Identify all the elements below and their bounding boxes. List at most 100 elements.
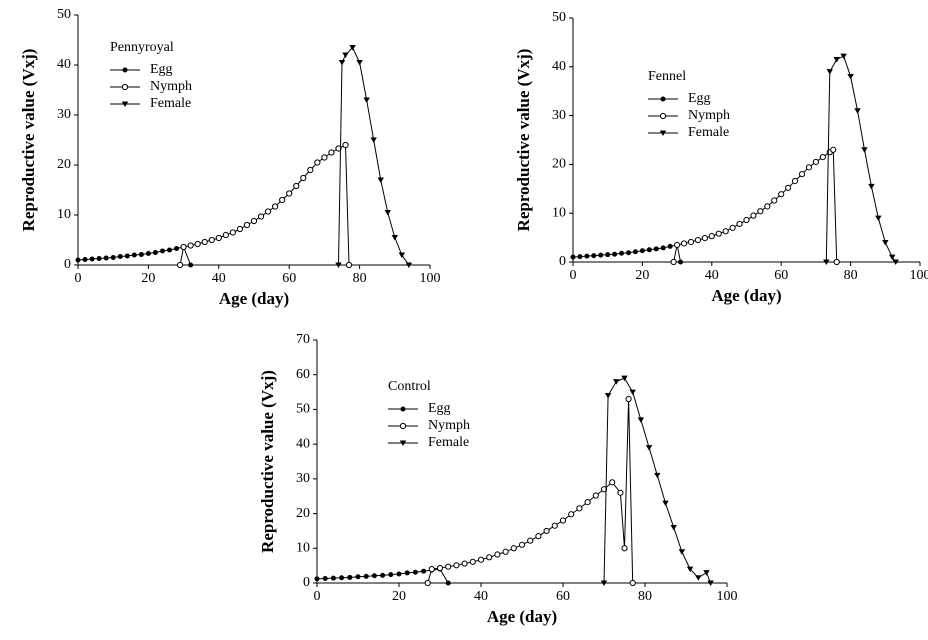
marker	[678, 549, 686, 555]
marker	[355, 574, 361, 580]
marker	[349, 45, 356, 51]
x-axis-label: Age (day)	[711, 286, 781, 305]
marker	[138, 252, 144, 257]
marker	[371, 573, 377, 579]
chart-panel: 0 10 20 30 40 50 60 70 0 20 40 60 80 100 Age (day) Repr…	[258, 332, 738, 626]
marker	[477, 556, 485, 563]
marker	[662, 500, 669, 507]
marker	[117, 254, 123, 259]
y-axis-label: Reproductive value (Vxj)	[19, 49, 38, 232]
marker	[222, 231, 229, 239]
marker	[778, 191, 785, 198]
marker	[314, 159, 321, 166]
y-tick-label: 30	[57, 107, 71, 122]
marker	[670, 524, 677, 531]
marker	[625, 395, 632, 403]
marker	[729, 224, 736, 231]
marker	[82, 257, 88, 262]
x-tick-label: 0	[314, 589, 321, 604]
marker	[264, 208, 272, 215]
marker	[377, 177, 384, 183]
marker	[868, 183, 875, 190]
marker	[322, 575, 328, 581]
marker	[215, 234, 222, 242]
marker	[405, 262, 413, 268]
marker	[103, 255, 109, 261]
marker	[680, 240, 688, 247]
marker	[391, 235, 398, 241]
marker	[639, 248, 645, 254]
marker	[96, 256, 102, 261]
marker	[250, 217, 258, 225]
x-tick-label: 0	[570, 268, 577, 283]
marker	[543, 527, 550, 535]
x-tick-label: 100	[717, 589, 738, 604]
x-tick-label: 60	[774, 268, 788, 283]
marker	[335, 262, 342, 268]
marker	[830, 146, 837, 153]
marker	[576, 505, 583, 512]
marker	[764, 203, 771, 210]
marker	[695, 575, 702, 581]
marker	[823, 259, 830, 265]
marker	[551, 522, 558, 529]
marker	[660, 245, 666, 251]
y-tick-label: 50	[57, 7, 71, 22]
marker	[89, 256, 95, 262]
legend-marker	[121, 101, 129, 107]
x-tick-label: 20	[635, 268, 649, 283]
x-tick-label: 40	[705, 268, 719, 283]
series-line	[603, 377, 712, 584]
marker	[279, 196, 286, 204]
marker	[743, 216, 750, 224]
marker	[314, 576, 320, 582]
marker	[708, 233, 715, 240]
marker	[300, 174, 307, 182]
x-tick-label: 100	[420, 271, 441, 286]
marker	[854, 108, 861, 114]
y-tick-label: 10	[57, 207, 71, 222]
marker	[577, 254, 583, 260]
marker	[342, 141, 349, 149]
y-tick-label: 0	[303, 575, 310, 590]
x-tick-label: 20	[392, 589, 406, 604]
marker	[833, 258, 840, 266]
y-tick-label: 10	[552, 205, 566, 220]
marker	[629, 579, 636, 587]
marker	[707, 580, 714, 586]
marker	[272, 203, 279, 210]
y-axis-label: Reproductive value (Vxj)	[514, 49, 533, 232]
marker	[645, 445, 653, 451]
marker	[404, 570, 410, 576]
chart-panel: 0 10 20 30 40 50 0 20 40 60 80 100 Age (day) Reproduc…	[19, 7, 441, 308]
marker	[131, 252, 137, 258]
y-tick-label: 50	[296, 402, 310, 417]
marker	[412, 569, 418, 575]
marker	[370, 137, 377, 143]
marker	[833, 56, 840, 63]
marker	[363, 97, 370, 103]
marker	[619, 250, 625, 256]
marker	[243, 221, 251, 229]
legend-marker	[121, 83, 129, 91]
marker	[194, 240, 201, 248]
series-line	[337, 46, 410, 266]
marker	[388, 572, 394, 578]
marker	[510, 545, 517, 552]
legend-label: Nymph	[688, 108, 730, 123]
y-tick-label: 30	[296, 471, 310, 486]
y-axis-label: Reproductive value (Vxj)	[258, 370, 277, 553]
x-tick-label: 40	[474, 589, 488, 604]
marker	[257, 213, 265, 220]
marker	[621, 545, 628, 552]
legend-label: Nymph	[428, 418, 470, 433]
marker	[347, 574, 353, 580]
marker	[502, 548, 509, 555]
y-tick-label: 40	[57, 57, 71, 72]
legend-title: Control	[388, 379, 431, 394]
marker	[424, 579, 431, 587]
marker	[613, 379, 620, 385]
marker	[188, 262, 194, 268]
series-line	[825, 55, 897, 263]
x-tick-label: 80	[844, 268, 858, 283]
